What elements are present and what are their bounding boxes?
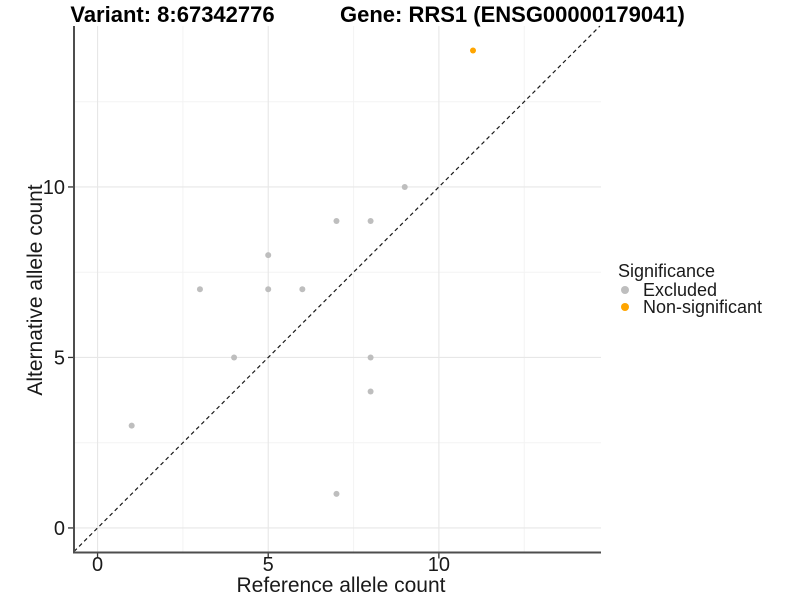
legend-title: Significance — [618, 261, 716, 281]
point-excluded-8-9 — [367, 218, 374, 225]
legend-item-excluded: Excluded — [618, 280, 762, 300]
point-excluded-5-7 — [265, 286, 272, 293]
identity-line — [73, 25, 601, 552]
variant-title: Variant: 8:67342776 — [70, 2, 275, 27]
point-excluded-3-7 — [196, 286, 203, 293]
excluded-swatch-icon — [621, 286, 629, 295]
point-excluded-8-4 — [367, 388, 374, 395]
legend-label-excluded: Excluded — [643, 280, 718, 300]
point-excluded-6-7 — [299, 286, 306, 293]
legend: Significance Excluded Non-significant — [618, 261, 762, 315]
y-tick-label-5: 5 — [54, 347, 65, 369]
x-tick-label-5: 5 — [263, 554, 274, 576]
gene-title: Gene: RRS1 (ENSG00000179041) — [340, 2, 685, 27]
point-non-significant-11-14 — [470, 47, 477, 54]
point-excluded-4-5 — [231, 354, 238, 361]
y-tick-label-10: 10 — [43, 177, 65, 199]
x-tick-label-0: 0 — [92, 554, 103, 576]
point-excluded-7-9 — [333, 218, 340, 225]
point-excluded-5-8 — [265, 252, 272, 259]
x-tick-label-10: 10 — [428, 554, 450, 576]
y-axis-title: Alternative allele count — [24, 184, 47, 396]
x-axis-title: Reference allele count — [236, 574, 446, 597]
legend-item-non-significant: Non-significant — [618, 296, 763, 317]
y-tick-label-0: 0 — [54, 518, 65, 540]
point-excluded-1-3 — [128, 422, 135, 429]
non-significant-swatch-icon — [621, 302, 629, 311]
point-excluded-8-5 — [367, 354, 374, 361]
point-excluded-7-1 — [333, 490, 340, 497]
legend-label-non-significant: Non-significant — [643, 296, 763, 317]
point-excluded-9-10 — [401, 183, 408, 190]
